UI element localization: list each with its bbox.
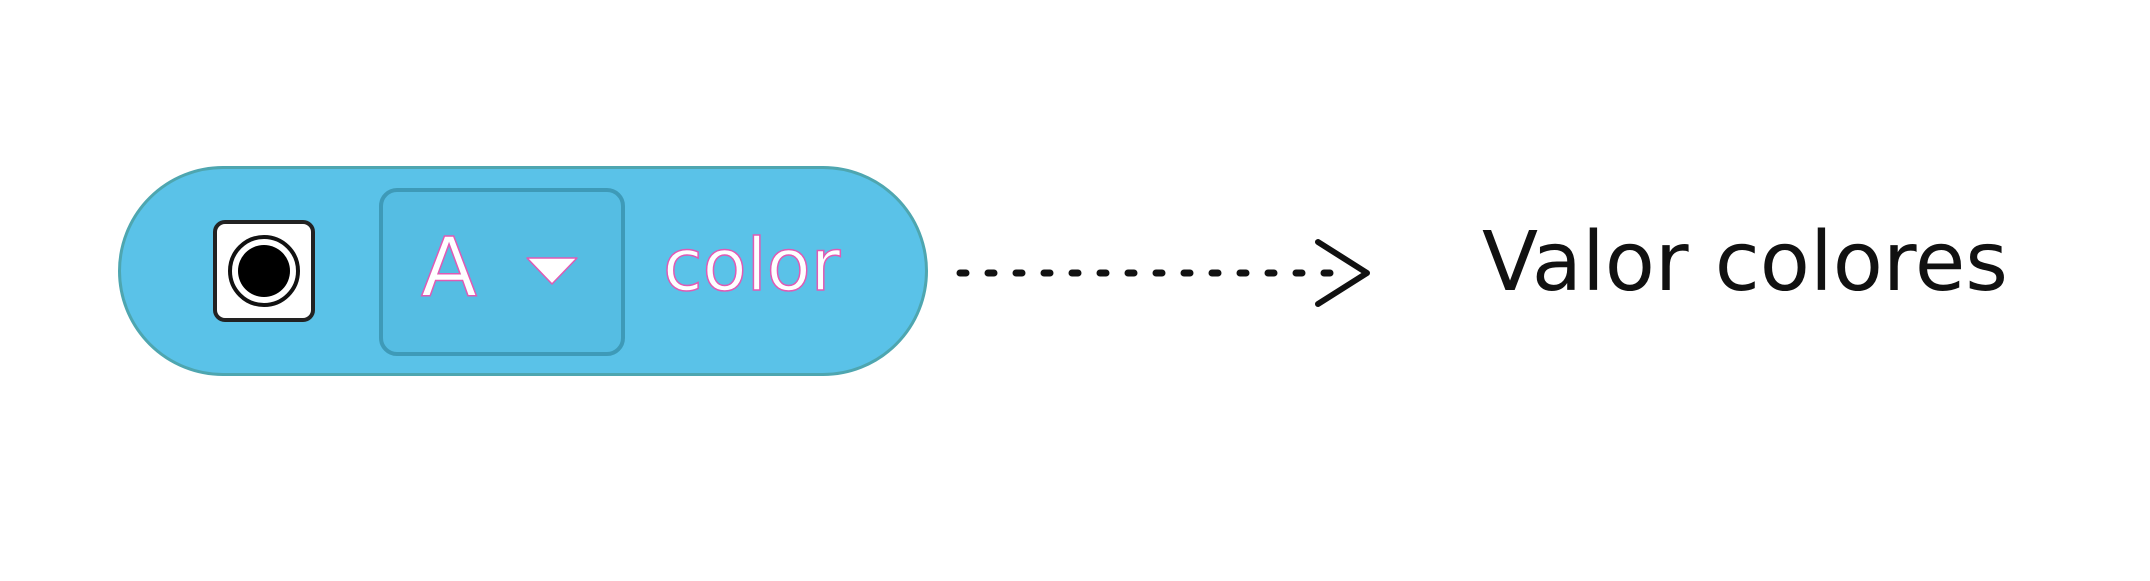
- dropdown-value: A: [420, 221, 478, 316]
- color-block[interactable]: A color: [118, 166, 928, 376]
- radio-button[interactable]: [213, 220, 315, 322]
- field-label: color: [662, 223, 841, 307]
- radio-selected-icon: [228, 235, 300, 307]
- value-dropdown[interactable]: A: [379, 188, 625, 356]
- output-label: Valor colores: [1482, 215, 2008, 310]
- caret-down-icon: [526, 257, 578, 285]
- dotted-arrow: [956, 239, 1370, 307]
